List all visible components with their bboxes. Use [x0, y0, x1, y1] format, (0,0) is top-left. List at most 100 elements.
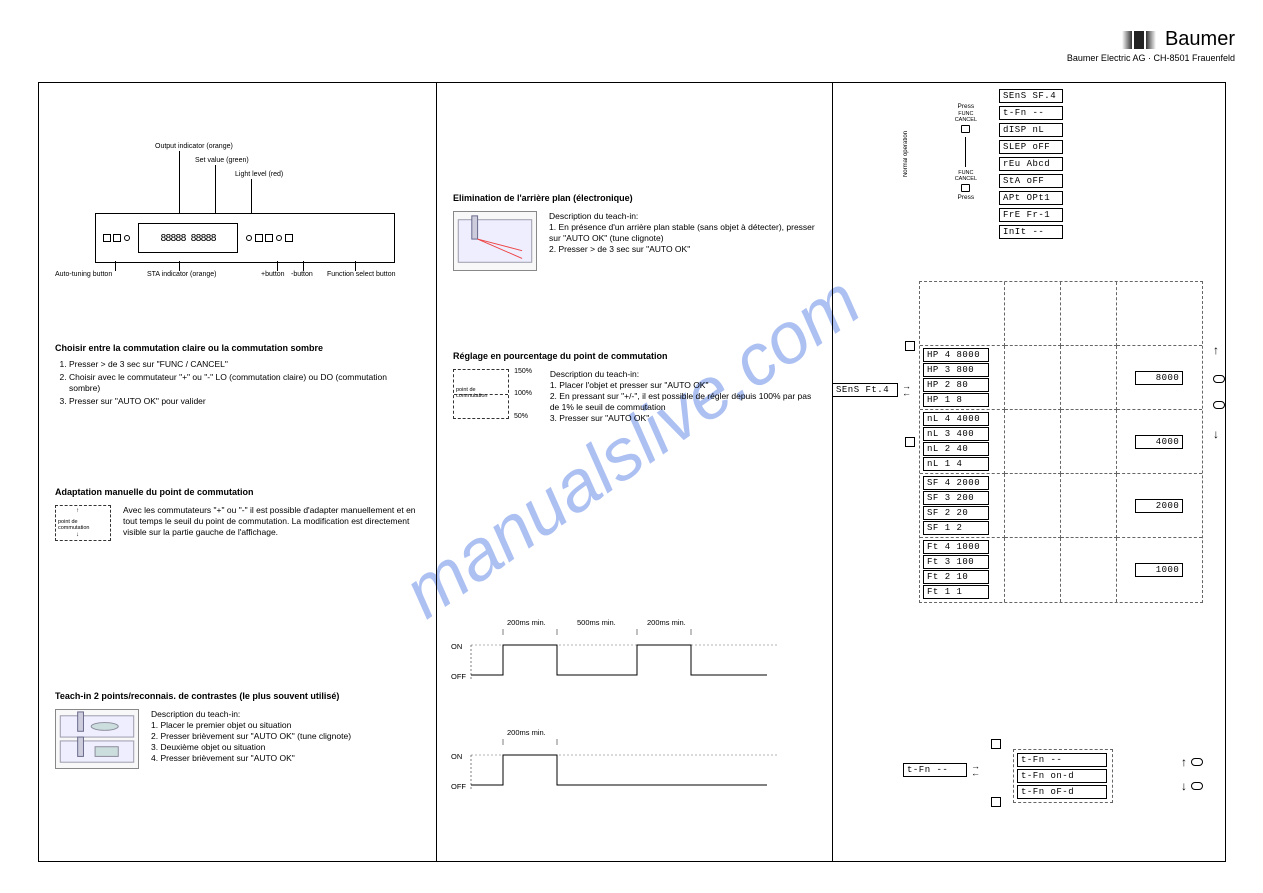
oval-icon: [1191, 782, 1203, 790]
tbl-cell: Ft 1 1: [923, 585, 989, 599]
func-cancel-label-top: FUNC CANCEL: [955, 112, 977, 123]
sec3-s1: 1. Placer le premier objet ou situation: [151, 720, 351, 731]
tbl-cell: nL 1 4: [923, 457, 989, 471]
tbl-cell: HP 4 8000: [923, 348, 989, 362]
svg-text:200ms min.: 200ms min.: [647, 618, 686, 627]
table-side-arrows: ↑ ↓: [1213, 343, 1225, 441]
normal-operation-label: Normal operation: [903, 131, 909, 177]
menu-item: StA oFF: [999, 174, 1063, 188]
menu-item: SLEP oFF: [999, 140, 1063, 154]
tbl-cell: nL 4 4000: [923, 412, 989, 426]
svg-text:ON: ON: [451, 752, 462, 761]
bottom-selector: t-Fn -- →← t-Fn -- t-Fn on-d t-Fn oF-d ↑…: [903, 743, 1203, 813]
tbl-value: 8000: [1135, 371, 1183, 385]
tbl-cell: HP 3 800: [923, 363, 989, 377]
svg-text:200ms min.: 200ms min.: [507, 728, 546, 737]
sec1-step1: Presser > de 3 sec sur "FUNC / CANCEL": [69, 359, 420, 370]
func-button-top: [961, 125, 970, 133]
tbl-cell: SF 1 2: [923, 521, 989, 535]
callout-output-indicator: Output indicator (orange): [155, 143, 233, 150]
secB-diagram: 150% 100% 50% point de commutation: [453, 369, 509, 419]
bottom-opt: t-Fn oF-d: [1017, 785, 1107, 799]
callout-auto-tuning: Auto-tuning button: [55, 271, 112, 278]
sec3-desc-h: Description du teach-in:: [151, 709, 351, 720]
pct-150: 150%: [514, 368, 532, 375]
callout-set-value: Set value (green): [195, 157, 249, 164]
secA-s1: 1. En présence d'un arrière plan stable …: [549, 222, 816, 244]
menu-item: APt OPt1: [999, 191, 1063, 205]
menu-item: dISP nL: [999, 123, 1063, 137]
up-arrow-icon: ↑: [1181, 755, 1187, 769]
column-3: Normal operation Press FUNC CANCEL FUNC …: [833, 83, 1227, 861]
oval-icon: [1213, 375, 1225, 383]
menu-control-block: Press FUNC CANCEL FUNC CANCEL Press + −: [955, 103, 977, 201]
secB-desc-h: Description du teach-in:: [550, 369, 816, 380]
press-label-top: Press: [958, 103, 975, 110]
sec2-diagram: ↑ point de commutation ↓: [55, 505, 111, 541]
pct-100: 100%: [514, 390, 532, 397]
bottom-opt: t-Fn on-d: [1017, 769, 1107, 783]
sec3-s4: 4. Presser brièvement sur "AUTO OK": [151, 753, 351, 764]
svg-text:500ms min.: 500ms min.: [577, 618, 616, 627]
bidir-arrow-icon: →←: [971, 763, 980, 777]
tbl-cell: SF 4 2000: [923, 476, 989, 490]
sec3-s3: 3. Deuxième objet ou situation: [151, 742, 351, 753]
timing-diagram-1: 200ms min. 500ms min. 200ms min. ON OFF: [447, 613, 787, 695]
bottom-square-button-1: [991, 739, 1001, 749]
press-label-bottom: Press: [958, 194, 975, 201]
svg-text:OFF: OFF: [451, 782, 466, 791]
bottom-square-button-2: [991, 797, 1001, 807]
secA-diagram: [453, 211, 537, 271]
sec2-diagram-label: point de commutation: [58, 520, 110, 531]
up-arrow-icon: ↑: [1213, 343, 1225, 357]
down-arrow-icon: ↓: [1181, 779, 1187, 793]
bottom-left-lcd: t-Fn --: [903, 763, 967, 777]
tbl-cell: Ft 3 100: [923, 555, 989, 569]
settings-table: HP 4 8000 HP 3 800 HP 2 80 HP 1 8 8000 n…: [919, 281, 1203, 603]
sec1-title: Choisir entre la commutation claire ou l…: [55, 343, 420, 353]
svg-text:200ms min.: 200ms min.: [507, 618, 546, 627]
menu-list: SEnS SF.4 t-Fn -- dISP nL SLEP oFF rEu A…: [999, 89, 1063, 239]
func-button-bottom: [961, 184, 970, 192]
secA-desc-h: Description du teach-in:: [549, 211, 816, 222]
tbl-cell: SF 2 20: [923, 506, 989, 520]
secB-title: Réglage en pourcentage du point de commu…: [453, 351, 816, 361]
down-arrow-icon: ↓: [1213, 427, 1225, 441]
secB-s3: 3. Presser sur "AUTO OK": [550, 413, 816, 424]
tbl-cell: HP 2 80: [923, 378, 989, 392]
table-left-control: SEnS Ft.4 →←: [832, 383, 911, 397]
bottom-opt: t-Fn --: [1017, 753, 1107, 767]
bidir-arrow-icon: →←: [902, 383, 911, 397]
device-diagram: Output indicator (orange) Set value (gre…: [55, 143, 420, 283]
secB-s2: 2. En pressant sur "+/-", il est possibl…: [550, 391, 816, 413]
svg-text:OFF: OFF: [451, 672, 466, 681]
page-header: Baumer Baumer Electric AG · CH-8501 Frau…: [1067, 28, 1235, 63]
page-frame: Output indicator (orange) Set value (gre…: [38, 82, 1226, 862]
callout-function-select: Function select button: [327, 271, 396, 278]
left-lcd: SEnS Ft.4: [832, 383, 898, 397]
menu-item: InIt --: [999, 225, 1063, 239]
secA-s2: 2. Presser > de 3 sec sur "AUTO OK": [549, 244, 816, 255]
column-1: Output indicator (orange) Set value (gre…: [39, 83, 437, 861]
sec3-title: Teach-in 2 points/reconnais. de contrast…: [55, 691, 420, 701]
company-line: Baumer Electric AG · CH-8501 Frauenfeld: [1067, 53, 1235, 63]
secA-title: Elimination de l'arrière plan (électroni…: [453, 193, 816, 203]
sec3-diagram: [55, 709, 139, 769]
menu-item: rEu Abcd: [999, 157, 1063, 171]
menu-item: FrE Fr-1: [999, 208, 1063, 222]
tbl-cell: SF 3 200: [923, 491, 989, 505]
brand-logo: [1122, 31, 1156, 49]
tbl-value: 2000: [1135, 499, 1183, 513]
sec1-step3: Presser sur "AUTO OK" pour valider: [69, 396, 420, 407]
tbl-cell: nL 3 400: [923, 427, 989, 441]
square-button-2: [905, 437, 915, 447]
tbl-value: 4000: [1135, 435, 1183, 449]
sec2-body: Avec les commutateurs "+" ou "-" il est …: [123, 505, 420, 538]
oval-icon: [1191, 758, 1203, 766]
func-cancel-label-bottom: FUNC CANCEL: [955, 171, 977, 182]
oval-icon: [1213, 401, 1225, 409]
timing-diagram-2: 200ms min. ON OFF: [447, 723, 787, 805]
sec1-step2: Choisir avec le commutateur "+" ou "-" L…: [69, 372, 420, 394]
sec3-s2: 2. Presser brièvement sur "AUTO OK" (tun…: [151, 731, 351, 742]
device-display: 88888 88888: [138, 223, 238, 253]
